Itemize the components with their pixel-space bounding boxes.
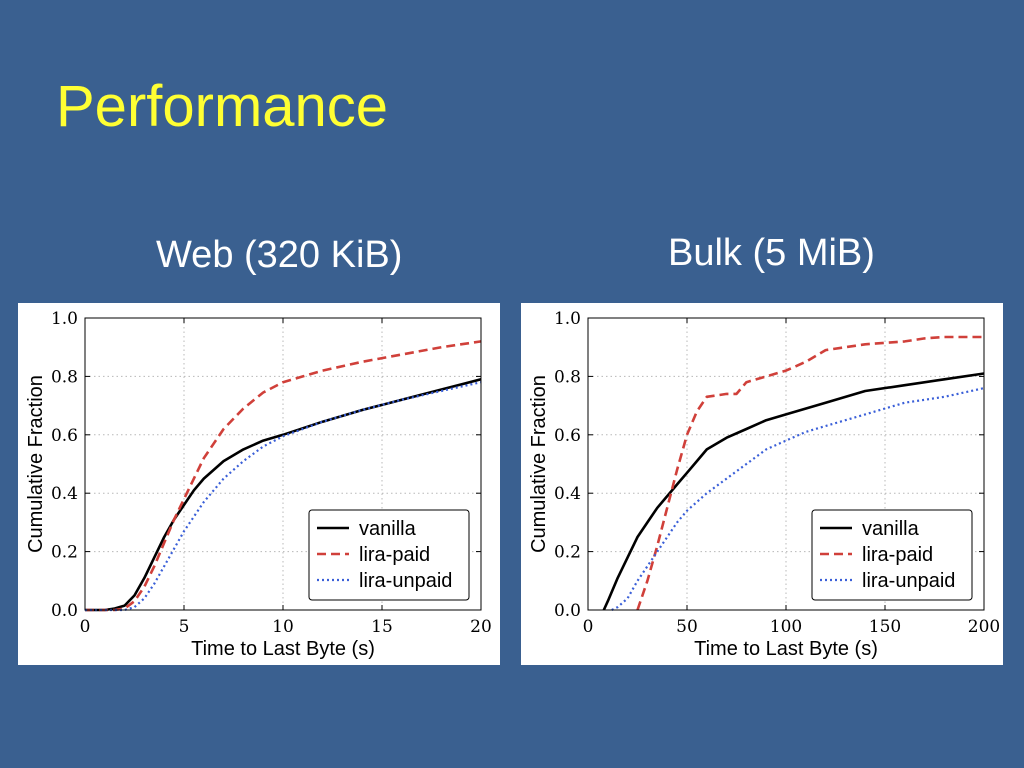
x-tick-label: 200 <box>968 617 1000 637</box>
y-tick-label: 0.6 <box>554 426 581 446</box>
series-line-vanilla <box>602 372 985 611</box>
legend-label-lira-unpaid: lira-unpaid <box>862 570 955 592</box>
series-line-lira-paid <box>85 340 482 612</box>
legend-box <box>308 509 470 601</box>
x-tick-label: 15 <box>371 617 393 637</box>
x-axis-label: Time to Last Byte (s) <box>694 638 878 660</box>
legend-label-vanilla: vanilla <box>359 518 417 540</box>
series-line-lira-paid <box>636 335 984 611</box>
x-tick-label: 50 <box>676 617 698 637</box>
chart-panel-bulk: 0 50 100 150 200 0.0 0.2 0.4 0.6 0.8 1.0 Time to La… <box>521 303 1003 665</box>
x-tick-label: 5 <box>179 617 190 637</box>
y-tick-label: 1.0 <box>554 309 581 329</box>
x-tick-label: 150 <box>869 617 901 637</box>
y-tick-label: 1.0 <box>51 309 78 329</box>
ticks: 0 5 10 15 20 0.0 0.2 0.4 0.6 0.8 1.0 <box>51 309 492 637</box>
series-line-lira-unpaid <box>611 387 985 611</box>
x-tick-label: 0 <box>583 617 594 637</box>
series-line-lira-unpaid <box>85 381 482 612</box>
y-tick-label: 0.4 <box>51 484 78 504</box>
y-axis-label: Cumulative Fraction <box>528 375 550 553</box>
slide-title: Performance <box>56 74 389 139</box>
legend: vanilla lira-paid lira-unpaid <box>308 509 470 601</box>
x-tick-label: 20 <box>470 617 492 637</box>
chart-web: 0 5 10 15 20 0.0 0.2 0.4 0.6 0.8 1.0 Time to Last B… <box>25 309 492 660</box>
chart-panel-web: 0 5 10 15 20 0.0 0.2 0.4 0.6 0.8 1.0 Time to Last B… <box>18 303 500 665</box>
legend: vanilla lira-paid lira-unpaid <box>811 509 973 601</box>
legend-label-lira-paid: lira-paid <box>862 544 933 566</box>
legend-label-lira-paid: lira-paid <box>359 544 430 566</box>
chart-title-bulk: Bulk (5 MiB) <box>668 232 875 274</box>
y-tick-label: 0.2 <box>554 543 581 563</box>
y-tick-label: 0.8 <box>51 367 78 387</box>
y-tick-label: 0.2 <box>51 543 78 563</box>
y-tick-label: 0.0 <box>51 601 78 621</box>
y-tick-label: 0.0 <box>554 601 581 621</box>
series-group <box>85 340 482 612</box>
x-tick-label: 0 <box>80 617 91 637</box>
x-tick-label: 10 <box>272 617 294 637</box>
ticks: 0 50 100 150 200 0.0 0.2 0.4 0.6 0.8 1.0 <box>554 309 1000 637</box>
y-tick-label: 0.4 <box>554 484 581 504</box>
x-axis-label: Time to Last Byte (s) <box>191 638 375 660</box>
chart-bulk: 0 50 100 150 200 0.0 0.2 0.4 0.6 0.8 1.0 Time to La… <box>528 309 1000 660</box>
y-axis-label: Cumulative Fraction <box>25 375 47 553</box>
series-group <box>602 335 985 611</box>
legend-label-lira-unpaid: lira-unpaid <box>359 570 452 592</box>
legend-box <box>811 509 973 601</box>
chart-title-web: Web (320 KiB) <box>156 234 403 276</box>
legend-label-vanilla: vanilla <box>862 518 920 540</box>
y-tick-label: 0.6 <box>51 426 78 446</box>
y-tick-label: 0.8 <box>554 367 581 387</box>
x-tick-label: 100 <box>770 617 802 637</box>
